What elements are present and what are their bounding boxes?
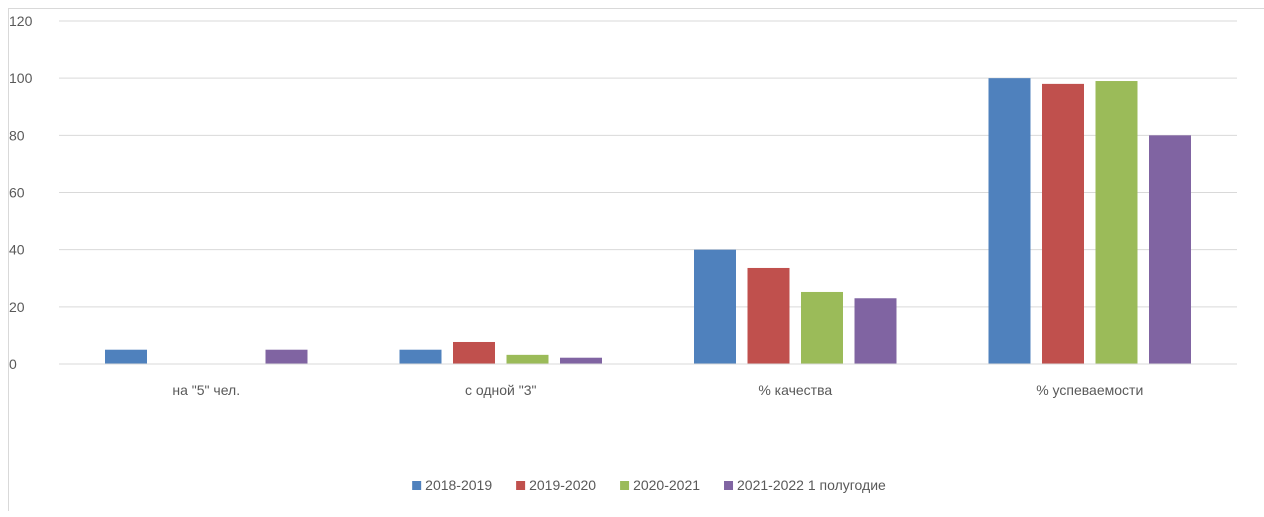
legend-swatch xyxy=(516,481,526,490)
legend-swatch xyxy=(724,481,734,490)
legend-item: 2019-2020 xyxy=(516,477,596,493)
bar xyxy=(560,357,602,364)
bar xyxy=(1149,135,1191,364)
chart-frame: 0 20 40 60 80 100 120 на "5" чел. с одной "3" % … xyxy=(8,8,1264,511)
bar-chart: 0 20 40 60 80 100 120 на "5" чел. с одной "3" % … xyxy=(9,13,1237,493)
bars xyxy=(105,78,1191,365)
legend-label: 2020-2021 xyxy=(633,477,700,493)
bar xyxy=(453,341,495,364)
bar xyxy=(801,291,843,364)
y-tick-label: 60 xyxy=(9,185,25,201)
legend-swatch xyxy=(412,481,422,490)
x-tick-label: с одной "3" xyxy=(465,382,537,398)
legend: 2018-2019 2019-2020 2020-2021 2021-2022 1 п… xyxy=(412,477,886,493)
legend-label: 2019-2020 xyxy=(529,477,596,493)
legend-item: 2018-2019 xyxy=(412,477,492,493)
bar xyxy=(1042,83,1084,364)
bar xyxy=(105,349,147,364)
y-tick-label: 80 xyxy=(9,127,25,143)
gridlines xyxy=(59,20,1237,308)
bar xyxy=(747,267,790,364)
bar xyxy=(854,298,897,364)
y-tick-label: 120 xyxy=(9,13,33,29)
bar xyxy=(1095,81,1138,365)
y-tick-label: 20 xyxy=(9,299,25,315)
legend-label: 2018-2019 xyxy=(425,477,492,493)
x-tick-label: на "5" чел. xyxy=(172,382,240,398)
bar xyxy=(694,249,736,364)
y-tick-label: 40 xyxy=(9,242,25,258)
legend-label: 2021-2022 1 полугодие xyxy=(737,477,886,493)
bar xyxy=(399,349,442,364)
x-tick-label: % качества xyxy=(758,382,832,398)
x-axis-ticks: на "5" чел. с одной "3" % качества % успева… xyxy=(172,382,1143,398)
legend-swatch xyxy=(620,481,630,490)
legend-item: 2020-2021 xyxy=(620,477,700,493)
bar xyxy=(506,354,549,364)
x-tick-label: % успеваемости xyxy=(1036,382,1143,398)
bar xyxy=(265,349,308,364)
y-tick-label: 0 xyxy=(9,356,17,372)
y-axis-ticks: 0 20 40 60 80 100 120 xyxy=(9,13,33,372)
bar xyxy=(988,78,1031,365)
legend-item: 2021-2022 1 полугодие xyxy=(724,477,886,493)
y-tick-label: 100 xyxy=(9,70,33,86)
